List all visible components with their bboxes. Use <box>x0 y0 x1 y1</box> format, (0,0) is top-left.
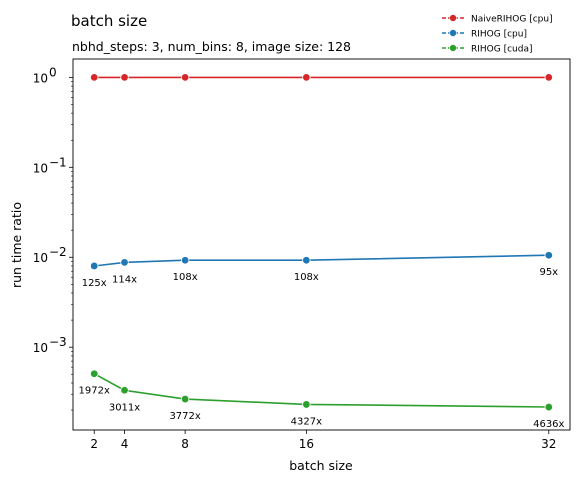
x-tick-label: 8 <box>181 437 189 451</box>
data-label: 108x <box>294 272 319 283</box>
data-point <box>544 402 553 412</box>
x-axis-label: batch size <box>289 458 353 473</box>
x-axis: 2 4 8 16 32 <box>90 430 556 451</box>
x-tick-label: 32 <box>541 437 556 451</box>
chart-subtitle: nbhd_steps: 3, num_bins: 8, image size: … <box>72 39 351 54</box>
y-tick-exponent: −3 <box>49 335 67 349</box>
y-tick-label: 10 <box>33 71 48 85</box>
data-point <box>90 261 99 271</box>
y-tick-exponent: 0 <box>49 65 57 79</box>
data-point <box>180 394 190 404</box>
data-label: 95x <box>539 267 558 278</box>
data-point <box>544 251 553 260</box>
data-label: 3772x <box>169 411 200 422</box>
data-point <box>544 73 553 82</box>
data-point <box>120 73 129 82</box>
data-label: 3011x <box>109 402 140 413</box>
y-tick-exponent: −2 <box>49 245 67 259</box>
series-line <box>93 372 549 408</box>
data-point <box>302 256 311 265</box>
y-tick-exponent: −1 <box>49 155 67 169</box>
data-label: 125x <box>82 278 107 289</box>
data-point <box>180 256 190 265</box>
legend: NaiveRIHOG [cpu] RIHOG [cpu] RIHOG [cuda] <box>442 14 553 55</box>
series-layer: 125x 114x 108x 108x 95x 1972x 3011x 3772x 4327x 4… <box>79 73 565 430</box>
legend-label: NaiveRIHOG [cpu] <box>471 15 553 25</box>
series-line <box>94 254 549 267</box>
x-tick-label: 4 <box>121 437 129 451</box>
y-tick-label: 10 <box>33 341 48 355</box>
data-label: 1972x <box>79 386 110 397</box>
legend-label: RIHOG [cuda] <box>471 45 533 55</box>
y-tick-label: 10 <box>33 161 48 175</box>
chart-title: batch size <box>71 12 147 30</box>
plot-area <box>72 58 571 431</box>
data-label: 4636x <box>533 419 564 430</box>
legend-label: RIHOG [cpu] <box>471 30 527 40</box>
data-point <box>90 369 99 378</box>
data-point <box>120 258 129 267</box>
y-axis-label: run time ratio <box>9 202 24 288</box>
y-tick-label: 10 <box>33 251 48 265</box>
data-point <box>302 400 311 409</box>
x-tick-label: 2 <box>90 437 98 451</box>
data-point <box>90 73 99 82</box>
data-label: 4327x <box>291 416 322 427</box>
data-point <box>180 73 190 82</box>
legend-marker <box>449 14 457 22</box>
x-tick-label: 16 <box>299 437 314 451</box>
data-point <box>120 386 129 395</box>
data-label: 108x <box>173 272 198 283</box>
data-label: 114x <box>112 274 137 285</box>
data-point <box>302 73 311 82</box>
legend-marker <box>449 29 457 37</box>
legend-marker <box>449 44 457 52</box>
